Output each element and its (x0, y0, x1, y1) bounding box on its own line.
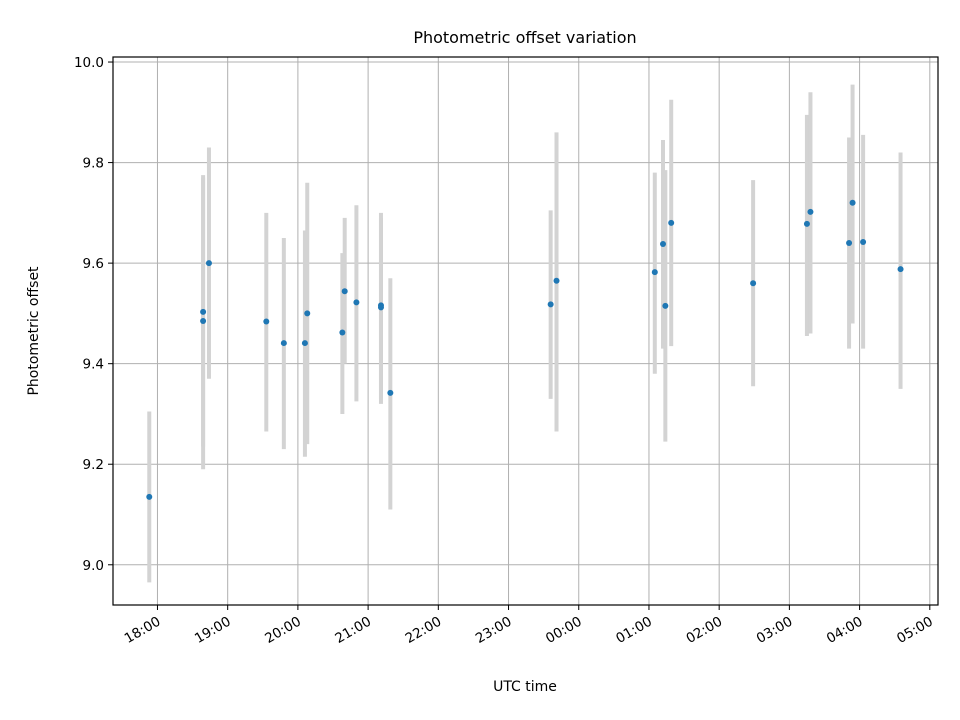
grid-layer (113, 57, 938, 605)
data-point (341, 288, 348, 295)
data-point (846, 240, 853, 247)
x-tick-label: 01:00 (613, 614, 655, 647)
data-point (377, 304, 384, 311)
data-point (849, 199, 856, 206)
data-point (668, 219, 675, 226)
data-point (750, 280, 757, 287)
y-axis-label: Photometric offset (26, 266, 42, 396)
data-point (651, 269, 658, 276)
data-point (301, 340, 308, 347)
y-tick-label: 9.6 (83, 256, 104, 272)
x-tick-label: 21:00 (332, 614, 374, 647)
data-point (387, 389, 394, 396)
data-point (860, 239, 867, 246)
x-tick-label: 04:00 (824, 614, 866, 647)
errorbar-layer (147, 84, 903, 583)
data-point (807, 208, 814, 215)
y-tick-label: 9.8 (83, 156, 104, 172)
x-tick-label: 18:00 (122, 614, 164, 647)
y-tick-label: 10.0 (74, 55, 104, 71)
x-tick-label: 03:00 (754, 614, 796, 647)
x-tick-label: 22:00 (403, 614, 445, 647)
y-tick-label: 9.4 (83, 357, 104, 373)
data-point (280, 340, 287, 347)
point-layer (146, 199, 904, 500)
data-point (200, 317, 207, 324)
data-point (662, 302, 669, 309)
x-tick-label: 05:00 (894, 614, 936, 647)
data-point (553, 277, 560, 284)
x-tick-label: 00:00 (543, 614, 585, 647)
data-point (339, 329, 346, 336)
x-tick-label: 19:00 (192, 614, 234, 647)
data-point (205, 260, 212, 267)
data-point (547, 301, 554, 308)
chart-title: Photometric offset variation (413, 28, 636, 47)
data-point (660, 241, 666, 248)
data-point (263, 318, 270, 325)
y-tick-label: 9.0 (83, 558, 104, 574)
x-tick-label: 23:00 (473, 614, 515, 647)
data-point (803, 220, 810, 227)
data-point (353, 299, 360, 306)
y-tick-label: 9.2 (83, 457, 104, 473)
x-tick-label: 02:00 (683, 614, 725, 647)
x-axis-label: UTC time (493, 679, 557, 695)
data-point (146, 493, 153, 500)
x-tick-label: 20:00 (262, 614, 304, 647)
data-point (897, 266, 904, 273)
data-point (200, 308, 207, 315)
data-point (304, 310, 311, 317)
plot-frame (112, 56, 939, 606)
